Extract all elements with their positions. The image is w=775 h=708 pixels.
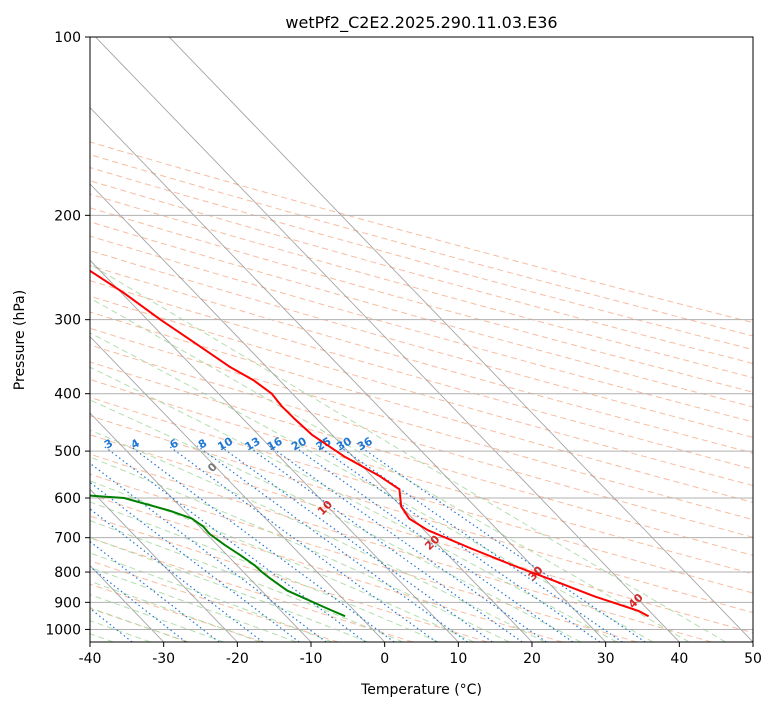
isotherm-line [94,37,680,642]
dry-adiabat-line [90,361,753,556]
dry-adiabat-line [90,344,753,538]
y-tick-label: 400 [54,387,81,403]
dry-adiabat-line [90,265,753,454]
y-tick-label: 800 [54,565,81,581]
dewpoint-profile-line [90,494,346,618]
y-axis-title: Pressure (hPa) [12,290,28,390]
isotherm-line [90,106,606,642]
dry-adiabat-line [90,141,753,324]
dry-adiabat-line [90,221,753,408]
x-axis-title: Temperature (°C) [360,682,482,698]
mixing-ratio-line [246,445,523,642]
axes: -40 -30 -20 -10 0 10 20 30 40 50 100 200 300 400 500 60… [45,30,762,667]
mixing-ratio-line [90,508,264,642]
y-tick-label: 1000 [45,622,81,638]
x-tick-label: 30 [597,651,615,667]
moist-adiabat-line [90,552,333,642]
x-tick-label: 50 [744,651,762,667]
mixing-ratio-line [219,445,493,642]
y-tick-label: 600 [54,491,81,507]
y-tick-label: 300 [54,313,81,329]
moist-adiabat-line [90,297,690,642]
x-tick-label: 20 [523,651,541,667]
dry-adiabat-line [90,515,488,642]
dry-adiabat-line [90,378,753,575]
mixing-ratio-line [103,445,366,642]
moist-adiabat-line [90,580,261,642]
dry-adiabat-line [90,154,753,337]
dry-adiabat-line [90,327,753,521]
y-tick-label: 500 [54,444,81,460]
moist-adiabat-line [90,263,726,642]
moist-adiabat-line [90,594,224,642]
isotherm-line [90,488,238,642]
isotherm-line [90,412,312,642]
chart-title: wetPf2_C2E2.2025.290.11.03.E36 [285,13,557,33]
mixing-ratio-line [196,445,468,642]
moist-adiabat-line [90,429,546,642]
plot-frame [89,36,754,643]
dry-adiabat-line [90,415,753,614]
mixing-ratio-line [293,445,574,642]
isotherm-line [90,183,533,642]
mixing-ratio-line [268,445,547,642]
x-tick-label: 10 [449,651,467,667]
y-tick-label: 700 [54,531,81,547]
isotherm-line [90,335,385,642]
y-tick-label: 900 [54,595,81,611]
moist-adiabat-line [90,520,404,642]
dry-adiabat-line [90,583,264,642]
mixing-ratio-line [90,481,300,642]
moist-adiabat-line [90,536,368,642]
x-tick-label: 40 [670,651,688,667]
isotherm-line [168,37,753,642]
temperature-profile-line [90,269,650,618]
y-tick-label: 100 [54,30,81,46]
x-tick-label: -20 [226,651,249,667]
isotherm-line [90,259,459,642]
dry-adiabat-line [90,537,414,642]
dry-adiabat-line [90,193,753,379]
mixing-ratio-line [317,445,601,642]
dry-adiabat-line [90,473,638,642]
x-tick-label: 0 [380,651,389,667]
y-tick-label: 200 [54,208,81,224]
dry-adiabat-line [90,235,753,423]
mixing-ratio-line [338,445,623,642]
x-tick-label: -10 [300,651,323,667]
moist-adiabat-line [90,480,475,642]
plot-area: 0.10.20.40.611.52346810131620253036-100-… [90,37,753,642]
dry-adiabat-line [90,453,712,642]
dry-adiabat-line [90,167,753,351]
x-tick-label: -30 [152,651,175,667]
mixing-ratio-line [168,445,437,642]
x-tick-label: -40 [79,651,102,667]
